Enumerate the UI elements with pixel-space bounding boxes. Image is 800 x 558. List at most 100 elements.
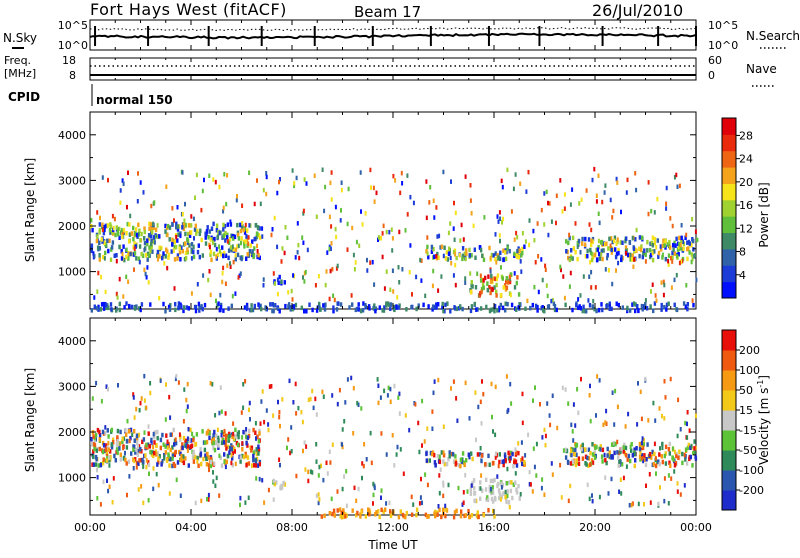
data-cell <box>494 256 497 262</box>
data-cell <box>119 188 122 193</box>
data-cell <box>157 482 160 488</box>
data-cell <box>512 482 515 487</box>
data-cell <box>438 454 441 459</box>
data-cell <box>200 461 203 467</box>
data-cell <box>101 227 104 233</box>
data-cell <box>494 384 497 390</box>
data-cell <box>441 301 444 307</box>
data-cell <box>159 445 162 451</box>
data-cell <box>459 238 462 243</box>
data-cell <box>135 256 138 261</box>
data-cell <box>145 442 148 448</box>
data-cell <box>320 514 323 519</box>
data-cell <box>241 441 244 446</box>
data-cell <box>223 452 226 457</box>
data-cell <box>555 307 558 313</box>
data-cell <box>236 244 239 249</box>
data-cell <box>99 215 101 221</box>
data-cell <box>122 181 125 186</box>
data-cell <box>223 172 226 177</box>
data-cell <box>524 306 527 311</box>
data-cell <box>631 302 634 307</box>
data-cell <box>617 463 620 468</box>
data-cell <box>495 276 499 282</box>
data-cell <box>296 221 299 226</box>
data-cell <box>427 304 430 309</box>
data-cell <box>221 271 224 276</box>
data-cell <box>248 400 251 406</box>
freq-left-tick-top: 18 <box>62 54 76 67</box>
data-cell <box>302 208 305 214</box>
data-cell <box>481 282 485 288</box>
data-cell <box>634 171 637 176</box>
data-cell <box>455 396 458 401</box>
data-cell <box>659 244 662 249</box>
data-cell <box>167 454 170 459</box>
data-cell <box>181 225 184 230</box>
data-cell <box>169 447 172 453</box>
data-cell <box>287 437 290 442</box>
data-cell <box>128 239 131 244</box>
data-cell <box>319 307 322 312</box>
data-cell <box>169 415 172 420</box>
data-cell <box>207 463 211 468</box>
data-cell <box>469 308 473 314</box>
data-cell <box>630 502 633 508</box>
data-cell <box>326 471 329 476</box>
data-cell <box>442 480 445 486</box>
data-cell <box>173 244 176 250</box>
data-cell <box>142 437 146 442</box>
data-cell <box>225 459 228 465</box>
data-cell <box>108 484 111 489</box>
data-cell <box>661 445 664 450</box>
data-cell <box>626 177 629 183</box>
data-cell <box>515 463 519 468</box>
data-cell <box>508 458 511 464</box>
data-cell <box>667 301 670 306</box>
data-cell <box>643 248 646 253</box>
data-cell <box>222 440 226 445</box>
data-cell <box>231 293 234 299</box>
data-cell <box>324 302 327 307</box>
data-cell <box>579 444 583 449</box>
data-cell <box>617 302 620 308</box>
data-cell <box>426 235 429 240</box>
data-cell <box>315 214 318 219</box>
data-cell <box>588 496 591 502</box>
data-cell <box>212 433 215 438</box>
data-cell <box>282 480 285 486</box>
data-cell <box>248 428 251 434</box>
data-cell <box>265 408 268 413</box>
data-cell <box>183 218 186 223</box>
data-cell <box>90 218 93 223</box>
data-cell <box>589 383 591 389</box>
data-cell <box>527 432 530 438</box>
data-cell <box>93 446 96 452</box>
data-cell <box>573 452 576 457</box>
colorbar-segment <box>722 167 736 184</box>
data-cell <box>360 509 363 514</box>
data-cell <box>190 443 194 449</box>
data-cell <box>207 492 210 498</box>
data-cell <box>174 437 177 442</box>
data-cell <box>143 398 146 403</box>
data-cell <box>452 226 455 231</box>
data-cell <box>222 265 225 271</box>
data-cell <box>138 458 141 463</box>
data-cell <box>328 449 331 454</box>
data-cell <box>440 514 443 520</box>
data-cell <box>100 399 103 404</box>
data-cell <box>206 496 208 502</box>
data-cell <box>440 244 444 249</box>
data-cell <box>331 267 334 272</box>
freq-right-tick-top: 60 <box>708 54 722 67</box>
colorbar-segment <box>722 134 736 152</box>
data-cell <box>653 210 656 215</box>
data-cell <box>537 254 540 259</box>
data-cell <box>593 450 596 455</box>
data-cell <box>523 459 526 465</box>
colorbar-tick-label: 28 <box>739 129 753 142</box>
data-cell <box>152 486 155 492</box>
data-cell <box>644 259 647 264</box>
data-cell <box>637 501 640 507</box>
